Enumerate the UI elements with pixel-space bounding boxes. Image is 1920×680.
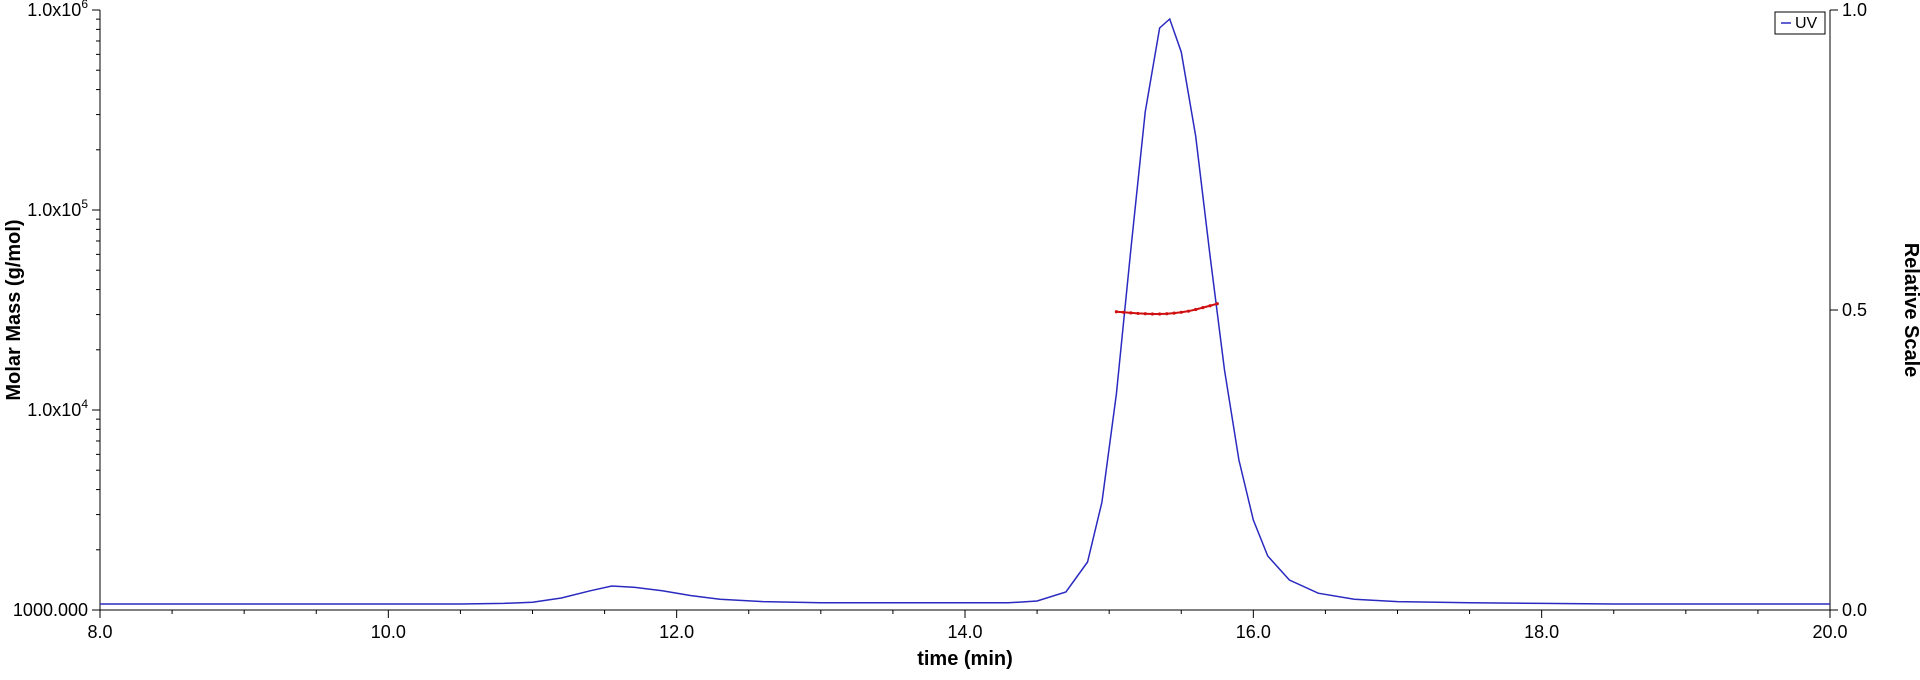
molar-mass-point: [1180, 311, 1183, 314]
molar-mass-point: [1194, 308, 1197, 311]
x-tick-label: 8.0: [87, 622, 112, 642]
x-tick-label: 18.0: [1524, 622, 1559, 642]
molar-mass-point: [1144, 312, 1147, 315]
molar-mass-point: [1187, 310, 1190, 313]
y-right-tick-label: 1.0: [1842, 0, 1867, 20]
y-right-axis-label: Relative Scale: [1900, 243, 1920, 378]
x-tick-label: 12.0: [659, 622, 694, 642]
x-tick-label: 14.0: [947, 622, 982, 642]
x-tick-label: 20.0: [1812, 622, 1847, 642]
y-left-tick-label: 1.0x104: [27, 397, 88, 420]
chromatogram-chart: 8.0 10.0 12.0 14.0 16.0 18.0 20.0 time (min) 100…: [0, 0, 1920, 680]
molar-mass-point: [1165, 312, 1168, 315]
molar-mass-point: [1208, 304, 1211, 307]
y-left-axis-label: Molar Mass (g/mol): [3, 219, 25, 400]
x-tick-label: 10.0: [371, 622, 406, 642]
y-left-tick-label: 1000.000: [13, 600, 88, 620]
molar-mass-point: [1122, 311, 1125, 314]
chart-container: 8.0 10.0 12.0 14.0 16.0 18.0 20.0 time (min) 100…: [0, 0, 1920, 680]
y-right-tick-label: 0.5: [1842, 300, 1867, 320]
uv-trace: [100, 19, 1830, 604]
molar-mass-point: [1136, 312, 1139, 315]
y-left-tick-label: 1.0x106: [27, 0, 88, 20]
molar-mass-point: [1201, 306, 1204, 309]
y-right-tick-label: 0.0: [1842, 600, 1867, 620]
molar-mass-point: [1158, 312, 1161, 315]
legend-label: UV: [1795, 15, 1818, 32]
molar-mass-point: [1172, 312, 1175, 315]
molar-mass-point: [1115, 310, 1118, 313]
molar-mass-point: [1216, 302, 1219, 305]
molar-mass-point: [1151, 312, 1154, 315]
y-left-tick-label: 1.0x105: [27, 197, 88, 220]
molar-mass-point: [1129, 311, 1132, 314]
x-axis-label: time (min): [917, 648, 1013, 670]
x-tick-label: 16.0: [1236, 622, 1271, 642]
